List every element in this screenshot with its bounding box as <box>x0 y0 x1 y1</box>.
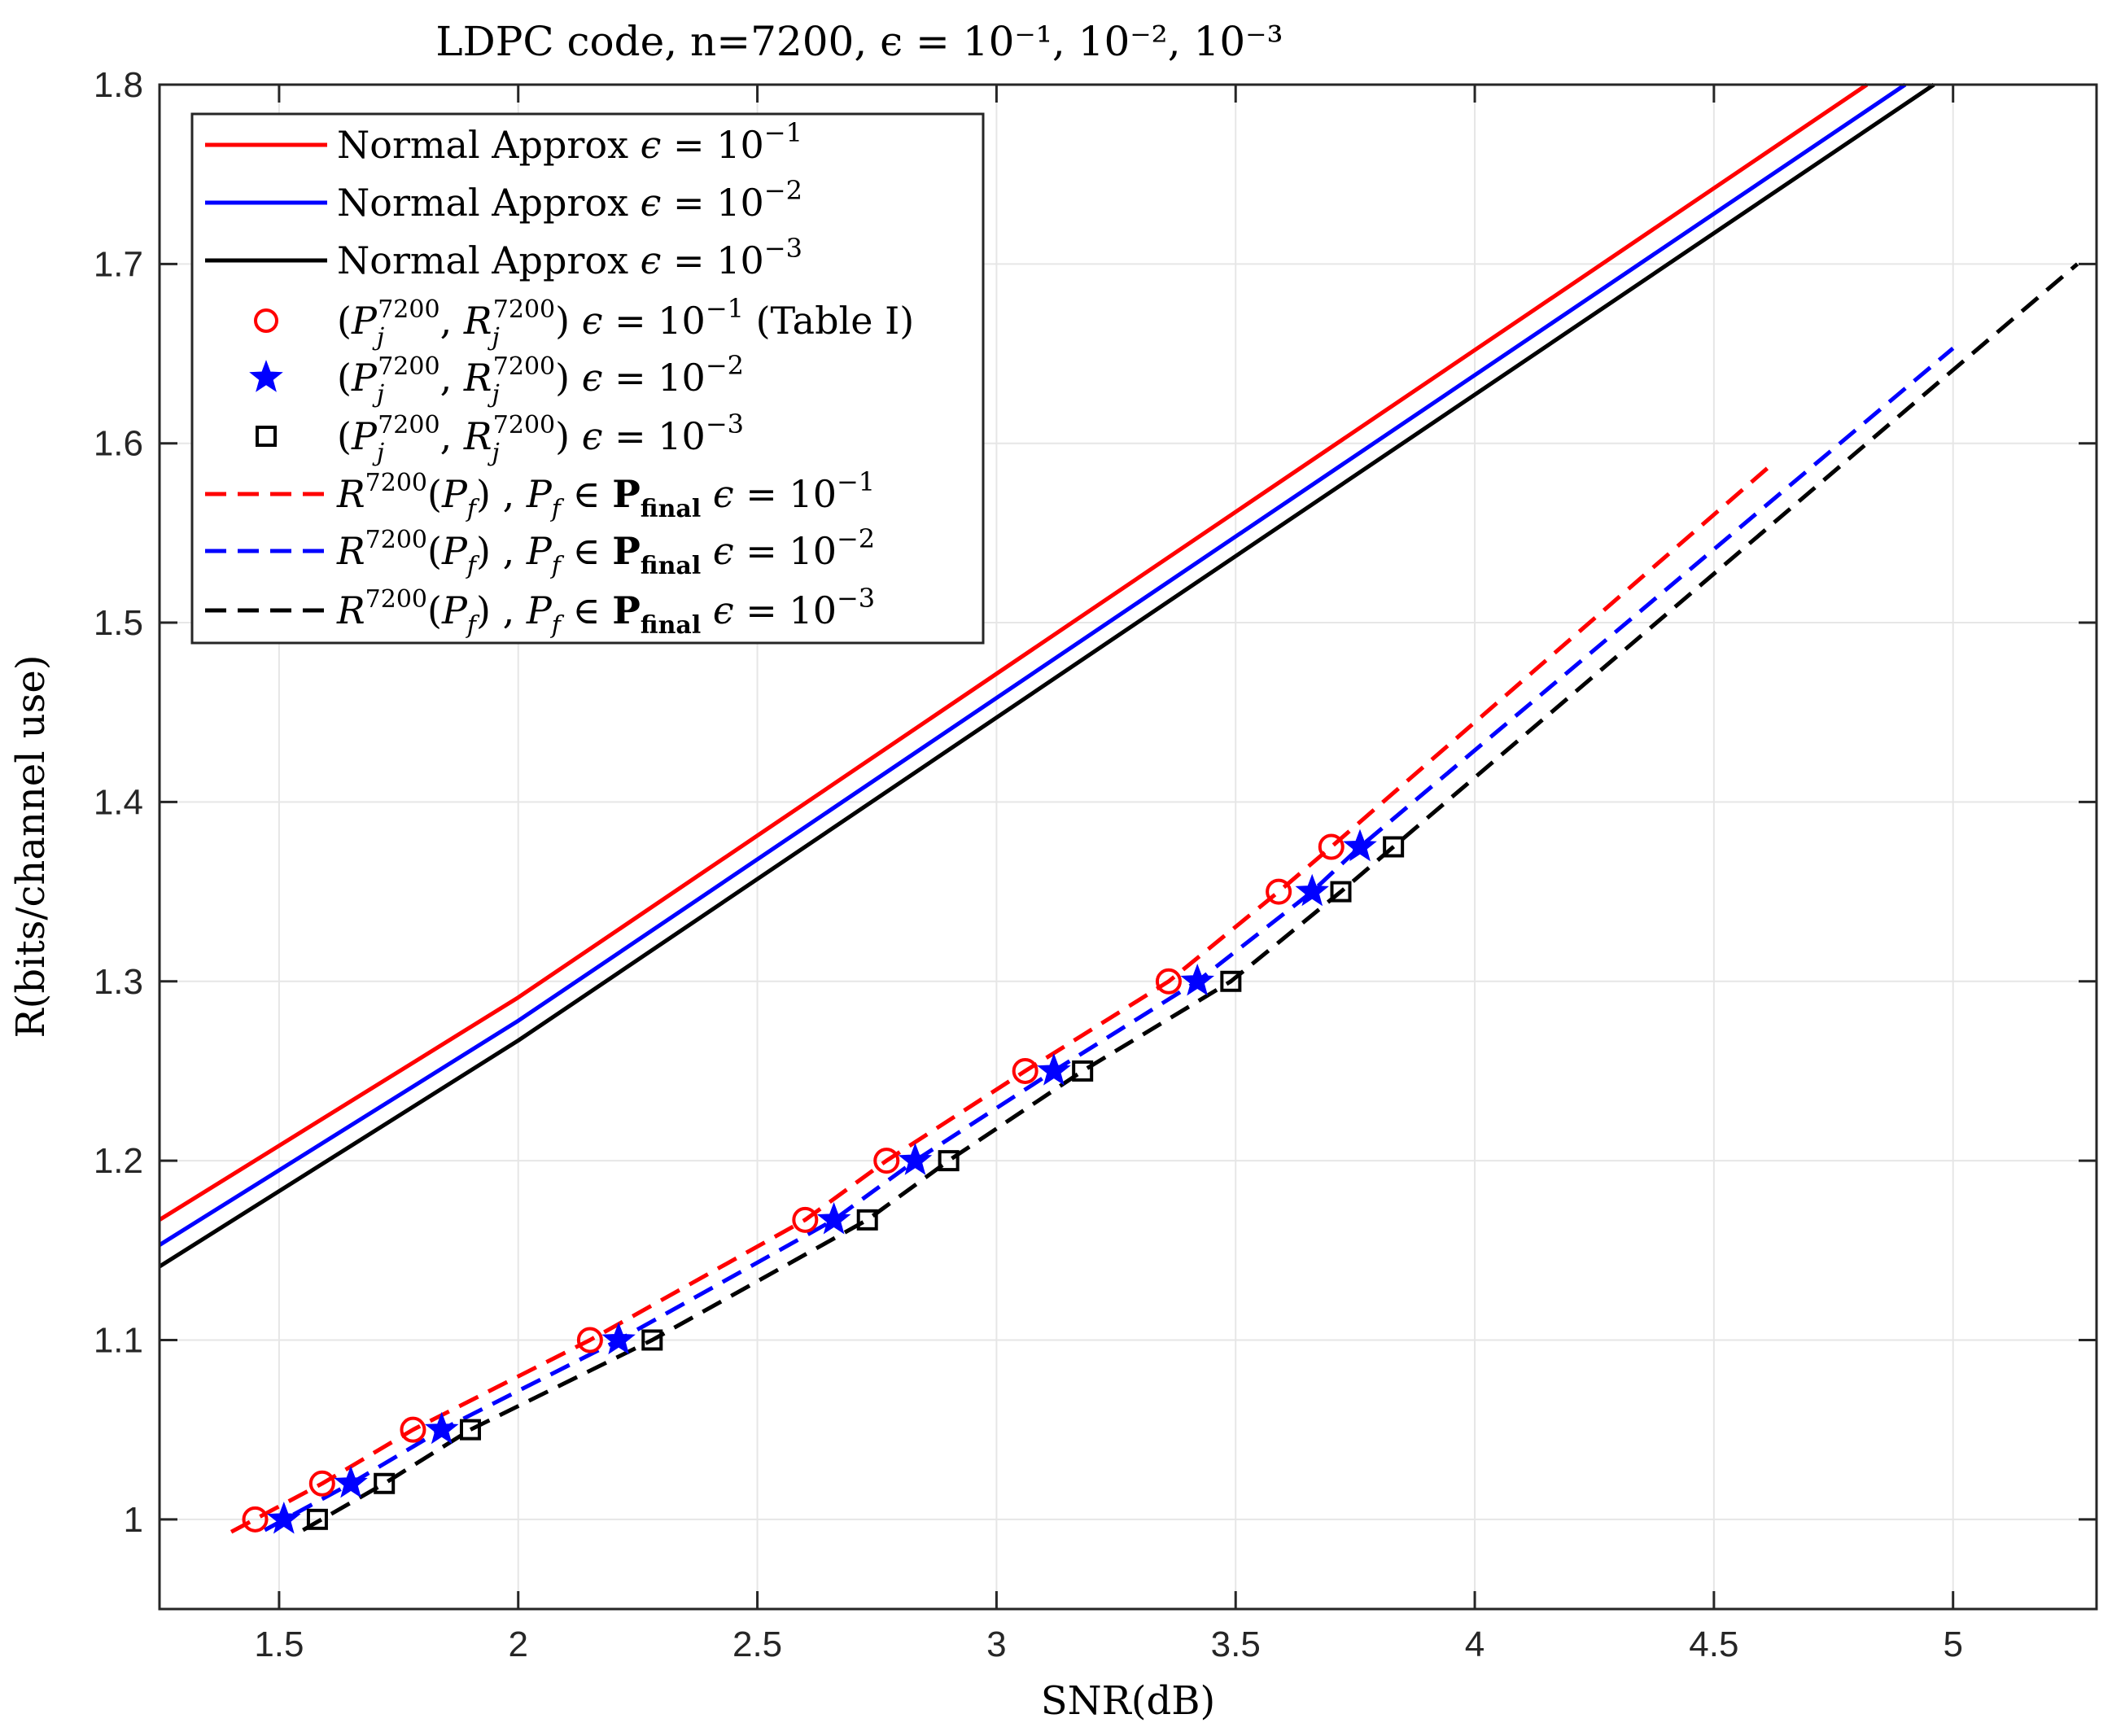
ticks: 1.5 2 2.5 3 3.5 4 4.5 5 1 1.1 1.2 1.3 1.4 1.5 1.6 1.7 1.… <box>94 65 2097 1664</box>
legend-marker-star <box>249 360 283 392</box>
data-point-square-8 <box>1330 881 1352 903</box>
legend-label-normal-approx-3: Normal Approx ϵ = 10−3 <box>337 233 802 282</box>
data-point-circle-8 <box>1266 878 1292 905</box>
data-point-square-1 <box>374 1472 396 1494</box>
y-tick-label-2: 1.2 <box>94 1141 143 1181</box>
data-point-star-7 <box>1180 963 1215 996</box>
legend-label-points-1: (Pj7200, Rj7200) ϵ = 10−1 (Table I) <box>337 293 914 352</box>
data-point-circle-6 <box>1012 1057 1039 1084</box>
legend-label-normal-approx-2: Normal Approx ϵ = 10−2 <box>337 175 802 225</box>
y-tick-label-7: 1.7 <box>94 244 143 284</box>
y-tick-label-4: 1.4 <box>94 782 143 822</box>
data-point-star-8 <box>1295 873 1329 907</box>
legend-marker-square <box>256 426 277 447</box>
data-point-square-7 <box>1220 970 1242 992</box>
x-tick-label-0: 1.5 <box>254 1624 304 1664</box>
data-point-star-5 <box>898 1143 933 1175</box>
y-tick-label-3: 1.3 <box>94 962 143 1002</box>
y-tick-label-1: 1.1 <box>94 1320 143 1360</box>
data-point-square-4 <box>856 1209 878 1231</box>
data-point-circle-4 <box>792 1206 819 1233</box>
data-point-star-2 <box>424 1411 459 1445</box>
y-tick-label-8: 1.8 <box>94 65 143 105</box>
x-tick-label-3: 3 <box>986 1624 1006 1664</box>
data-point-star-3 <box>601 1322 636 1355</box>
data-point-circle-5 <box>873 1148 900 1174</box>
axes-box <box>158 83 2098 1611</box>
y-tick-label-6: 1.6 <box>94 424 143 464</box>
series-line-solid-blue <box>158 82 1907 1247</box>
data-point-circle-1 <box>308 1470 335 1497</box>
data-point-star-9 <box>1343 829 1377 862</box>
data-point-circle-2 <box>400 1416 426 1443</box>
series-line-solid-black <box>158 82 1935 1269</box>
series-line-dashed-black <box>302 262 2079 1533</box>
data-point-circle-9 <box>1318 833 1345 860</box>
data-point-star-6 <box>1037 1053 1071 1086</box>
data-point-square-0 <box>306 1508 328 1530</box>
data-point-star-1 <box>334 1465 368 1498</box>
data-point-circle-7 <box>1155 968 1182 995</box>
x-tick-label-7: 5 <box>1943 1624 1962 1664</box>
legend-marker-circle <box>254 308 278 333</box>
legend-label-rate-1: R7200(Pf) , Pf ∈ Pfinal ϵ = 10−1 <box>336 466 875 523</box>
data-point-circle-0 <box>242 1506 269 1533</box>
x-tick-label-5: 4 <box>1465 1624 1485 1664</box>
data-point-square-2 <box>459 1419 481 1441</box>
data-point-square-6 <box>1072 1060 1094 1082</box>
legend: Normal Approx ϵ = 10−1 Normal Approx ϵ =… <box>190 112 985 645</box>
data-point-square-5 <box>938 1150 960 1172</box>
x-tick-label-1: 2 <box>508 1624 527 1664</box>
data-point-star-0 <box>266 1501 301 1534</box>
series-line-dashed-red <box>230 463 1773 1534</box>
x-axis-label: SNR(dB) <box>1041 1678 1215 1724</box>
legend-label-normal-approx-1: Normal Approx ϵ = 10−1 <box>337 117 802 167</box>
y-tick-label-0: 1 <box>124 1500 143 1540</box>
data-point-square-3 <box>641 1329 663 1351</box>
x-tick-label-4: 3.5 <box>1211 1624 1261 1664</box>
series-line-solid-red <box>158 82 1869 1222</box>
data-point-circle-3 <box>576 1327 603 1353</box>
series-layer <box>158 82 2079 1534</box>
x-tick-label-2: 2.5 <box>732 1624 782 1664</box>
chart-title: LDPC code, n=7200, ϵ = 10⁻¹, 10⁻², 10⁻³ <box>435 18 1283 65</box>
y-tick-label-5: 1.5 <box>94 603 143 643</box>
x-tick-label-6: 4.5 <box>1689 1624 1738 1664</box>
data-point-star-4 <box>816 1201 851 1235</box>
y-axis-label: R(bits/channel use) <box>8 655 54 1039</box>
data-point-square-9 <box>1383 836 1405 858</box>
